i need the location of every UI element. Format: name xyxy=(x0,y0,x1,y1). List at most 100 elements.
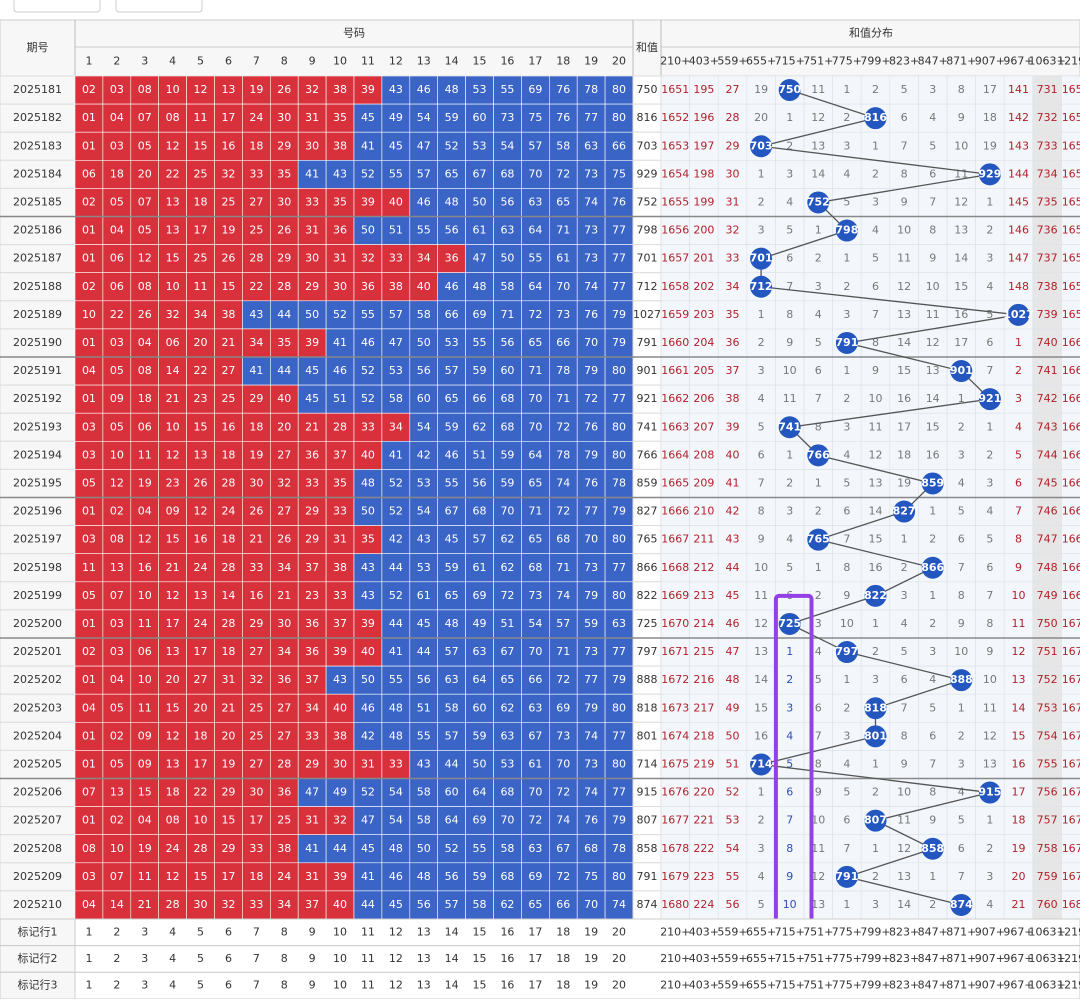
number: 10 xyxy=(138,673,152,686)
number-cell xyxy=(74,834,104,864)
number-cell xyxy=(242,862,271,892)
top-button[interactable] xyxy=(115,0,203,13)
number: 39 xyxy=(361,195,375,208)
number: 21 xyxy=(221,701,235,714)
number-cell xyxy=(158,806,187,835)
number: 06 xyxy=(110,280,124,293)
number: 25 xyxy=(221,392,235,405)
number: 48 xyxy=(389,842,403,855)
dist-value: 13 xyxy=(897,870,911,883)
number-cell xyxy=(548,553,578,583)
number-cell xyxy=(186,637,215,667)
number-cell xyxy=(576,665,606,695)
number-cell xyxy=(548,356,578,386)
number-cell xyxy=(325,581,355,611)
sum-ball-label: 798 xyxy=(835,224,858,237)
dist-value: 1667 xyxy=(1062,533,1080,546)
number: 18 xyxy=(138,392,152,405)
number: 12 xyxy=(138,252,152,265)
dist-value: 8 xyxy=(872,336,879,349)
number: 28 xyxy=(277,280,291,293)
number: 24 xyxy=(194,617,208,630)
number: 77 xyxy=(612,786,626,799)
dist-value: 734 xyxy=(1037,167,1058,180)
number: 33 xyxy=(333,505,347,518)
number: 37 xyxy=(333,448,347,461)
number-cell xyxy=(242,778,271,807)
sum: 725 xyxy=(637,617,658,630)
number-cell xyxy=(158,160,187,189)
number: 42 xyxy=(389,533,403,546)
number: 24 xyxy=(194,561,208,574)
dist-value: 3 xyxy=(958,448,965,461)
dist-value: 748 xyxy=(1037,561,1058,574)
dist-value: 202 xyxy=(693,280,714,293)
dist-value: 4 xyxy=(872,224,879,237)
dist-value: 49 xyxy=(726,701,740,714)
column-label-footer: 16 xyxy=(500,952,514,965)
number: 38 xyxy=(333,561,347,574)
period: 2025187 xyxy=(13,252,62,265)
dist-value: 38 xyxy=(726,392,740,405)
number: 63 xyxy=(528,701,542,714)
number: 17 xyxy=(194,645,208,658)
number: 54 xyxy=(389,786,403,799)
dist-value: 1670 xyxy=(661,617,689,630)
dist-value: 7 xyxy=(786,280,793,293)
number: 26 xyxy=(277,83,291,96)
dist-value: 18 xyxy=(1012,814,1026,827)
column-label-footer: 11 xyxy=(361,925,375,938)
column-label-footer: 17 xyxy=(528,925,542,938)
sum: 915 xyxy=(637,786,658,799)
dist-value: 4 xyxy=(758,870,765,883)
dist-value: 9 xyxy=(929,814,936,827)
number-cell xyxy=(130,272,160,302)
dist-value: 1660 xyxy=(661,336,689,349)
number: 25 xyxy=(249,729,263,742)
dist-value: 145 xyxy=(1008,195,1029,208)
number-cell xyxy=(102,609,132,639)
number: 29 xyxy=(305,757,319,770)
period-cell xyxy=(0,581,76,611)
dist-value: 28 xyxy=(726,111,740,124)
number: 36 xyxy=(277,673,291,686)
number: 53 xyxy=(445,336,459,349)
number: 73 xyxy=(584,645,598,658)
dist-column-label-footer: 907+ xyxy=(975,979,1005,992)
dist-value: 3 xyxy=(986,252,993,265)
number: 01 xyxy=(82,392,96,405)
dist-value: 141 xyxy=(1008,83,1029,96)
footer-label-cell xyxy=(0,918,76,947)
top-button[interactable] xyxy=(13,0,101,13)
number: 70 xyxy=(584,336,598,349)
dist-column-label-footer: 1063+ xyxy=(1028,925,1065,938)
number: 53 xyxy=(473,83,487,96)
number: 13 xyxy=(166,757,180,770)
number: 05 xyxy=(138,224,152,237)
number: 53 xyxy=(389,364,403,377)
dist-value: 1659 xyxy=(1062,308,1080,321)
number-cell xyxy=(102,553,132,583)
dist-value: 1675 xyxy=(1062,757,1080,770)
dist-value: 757 xyxy=(1037,814,1058,827)
number: 48 xyxy=(473,280,487,293)
column-label-footer: 4 xyxy=(169,952,176,965)
dist-value: 1652 xyxy=(1062,111,1080,124)
dist-value: 5 xyxy=(872,252,879,265)
number-cell xyxy=(576,862,606,892)
number-cell xyxy=(493,188,522,217)
sum-ball-label: 714 xyxy=(750,757,773,770)
number-cell xyxy=(269,160,299,189)
number-cell xyxy=(409,244,438,274)
number: 23 xyxy=(305,589,319,602)
column-label: 3 xyxy=(141,55,148,68)
number-cell xyxy=(465,581,494,611)
number-cell xyxy=(381,890,411,920)
sum-ball xyxy=(864,725,887,748)
number-cell xyxy=(409,693,438,723)
sum-ball xyxy=(750,275,773,298)
dist-value: 2 xyxy=(929,898,936,911)
number: 04 xyxy=(110,111,124,124)
number: 34 xyxy=(277,645,291,658)
